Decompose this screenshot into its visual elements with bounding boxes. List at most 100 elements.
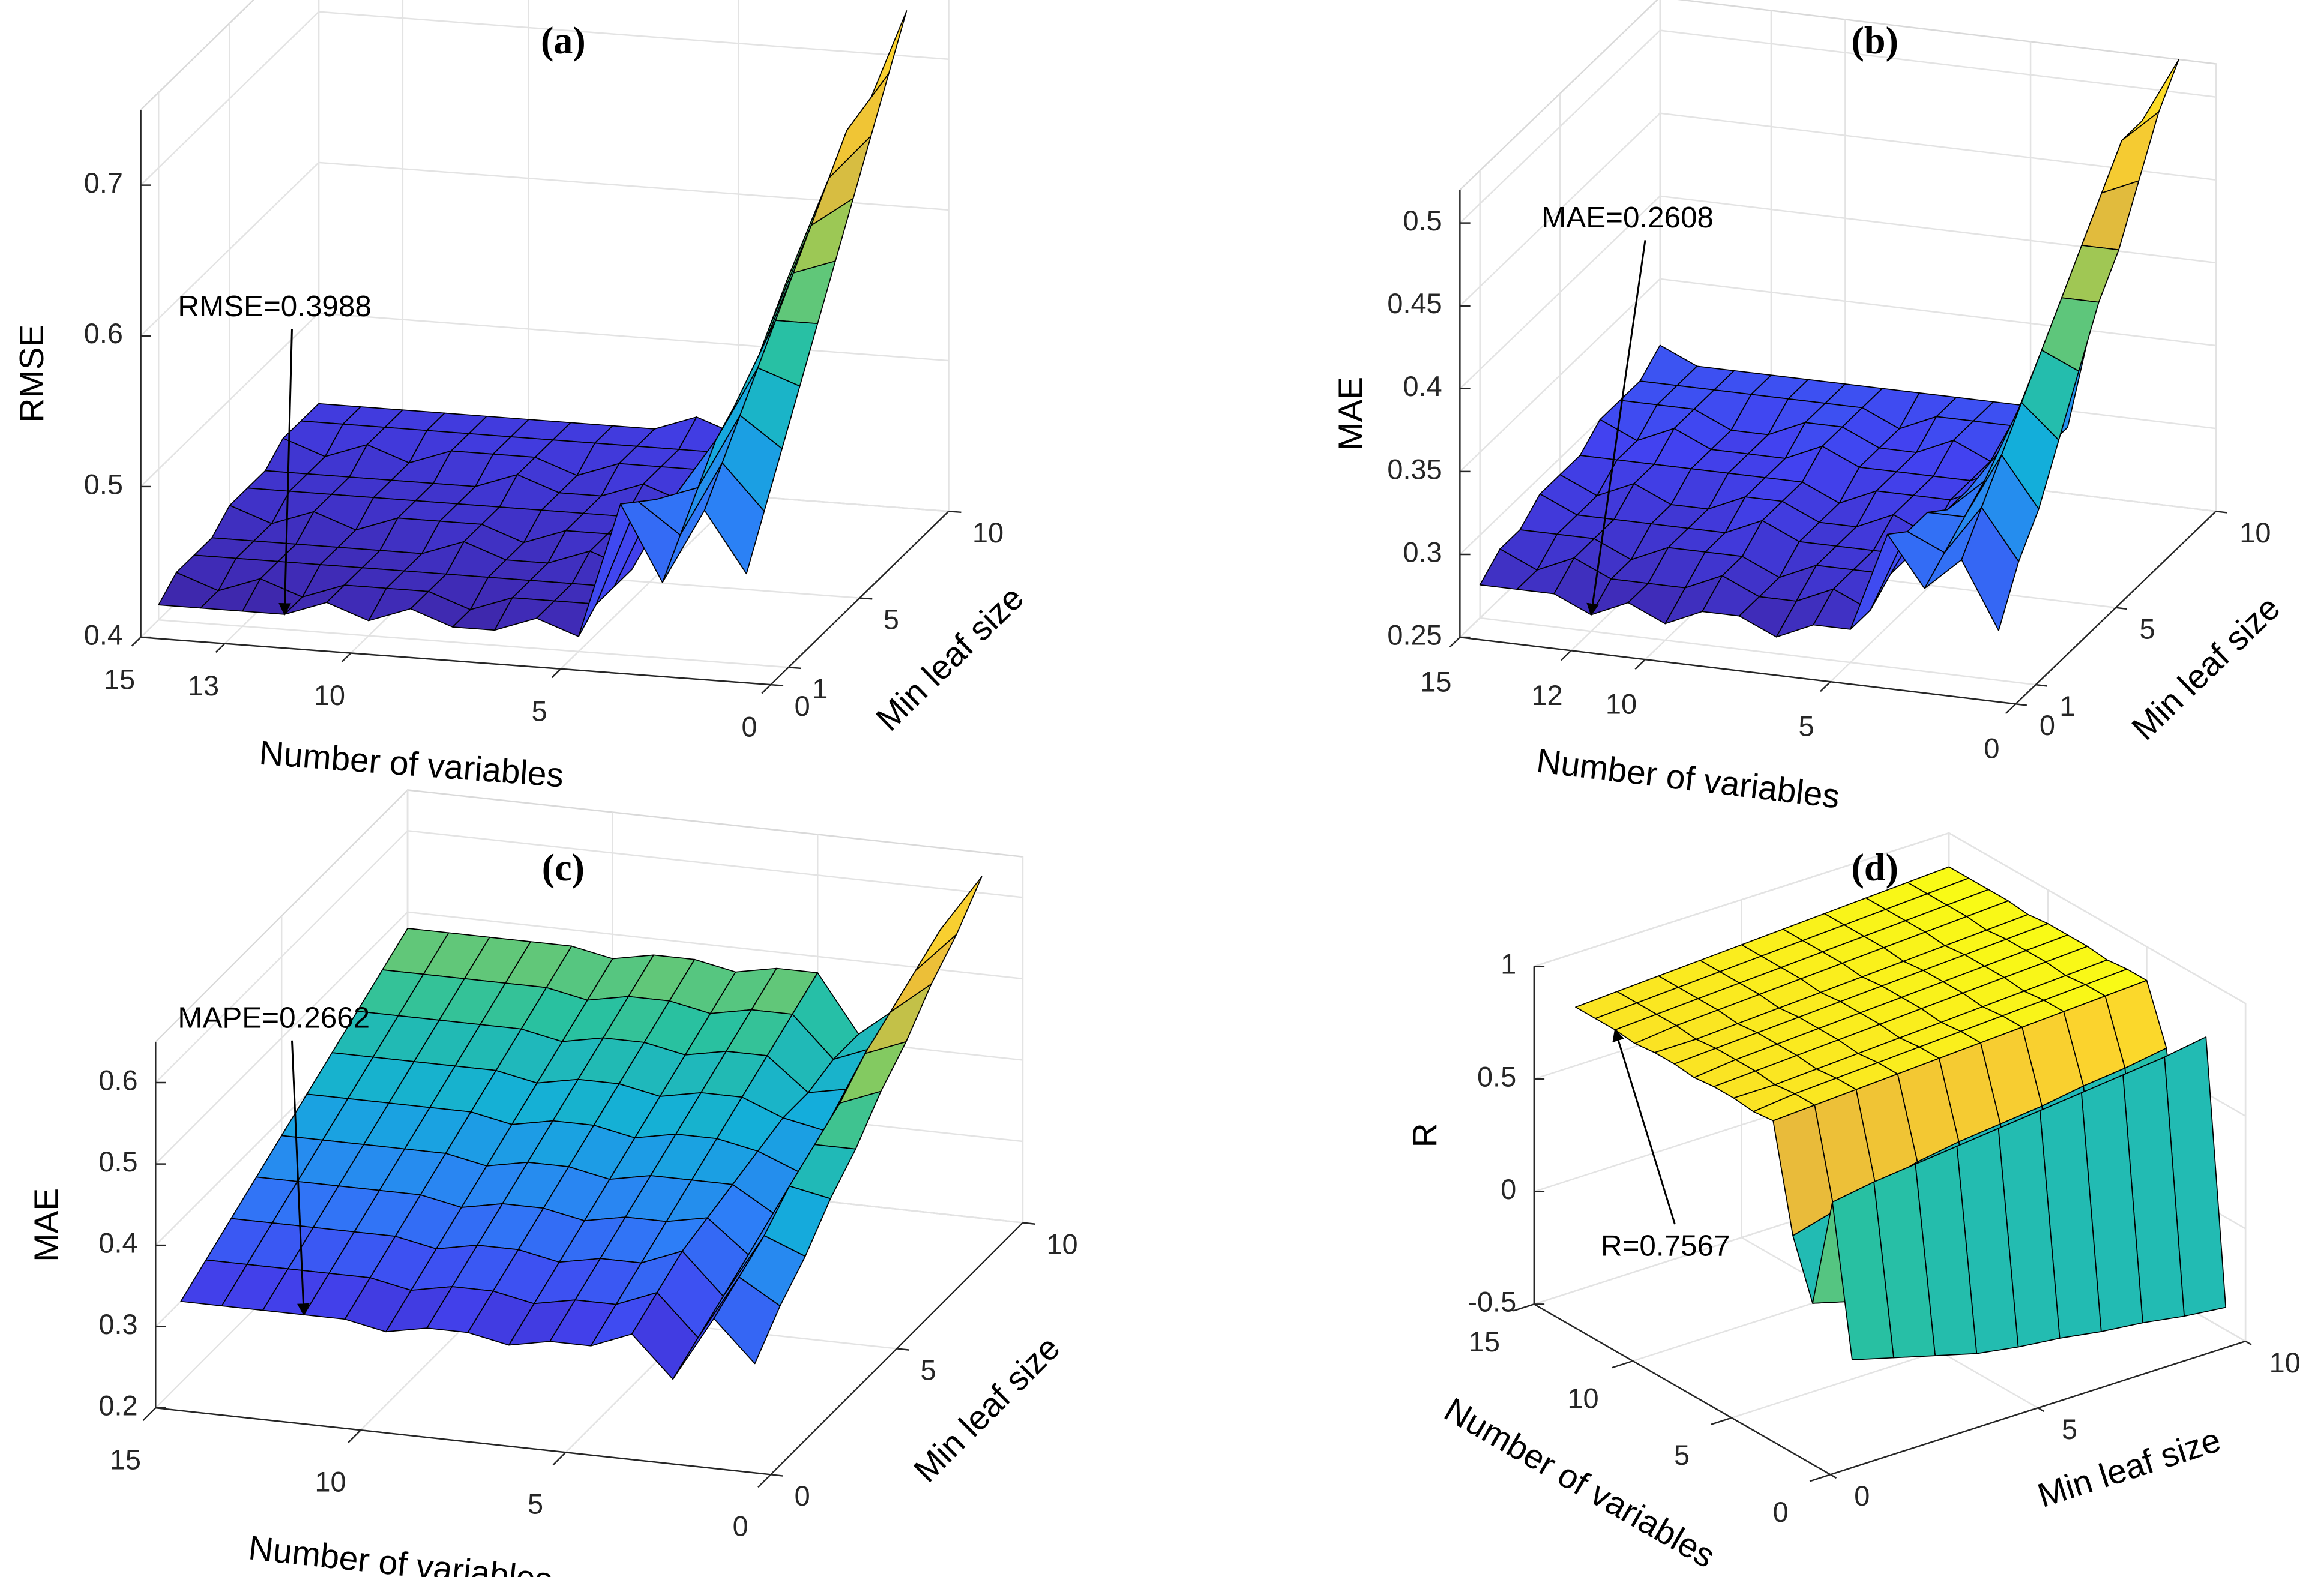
grid-line xyxy=(155,911,1023,1165)
z-tick-label: 0.5 xyxy=(1403,205,1442,236)
x-axis xyxy=(155,1407,771,1476)
z-tick-label: 0.2 xyxy=(98,1390,137,1422)
z-tick-label: 0.5 xyxy=(98,1146,137,1177)
y-tick-label: 1 xyxy=(2059,691,2075,722)
x-tick xyxy=(2005,703,2017,715)
y-tick xyxy=(2115,607,2127,610)
y-tick-label: 5 xyxy=(884,604,899,635)
x-tick xyxy=(1820,681,1831,692)
y-tick xyxy=(2215,510,2227,514)
grid-line xyxy=(1459,278,2216,472)
z-tick-label: 0.45 xyxy=(1387,288,1442,319)
y-tick-label: 10 xyxy=(972,517,1004,548)
x-tick-label: 10 xyxy=(315,1467,346,1498)
z-tick-label: 0.6 xyxy=(84,318,123,349)
y-tick xyxy=(2015,703,2027,706)
x-tick-label: 10 xyxy=(1567,1383,1598,1414)
x-tick-label: 15 xyxy=(1420,667,1451,698)
annotation-arrow xyxy=(278,329,293,616)
z-tick-label: 0.25 xyxy=(1387,620,1442,651)
grid-line xyxy=(1459,112,2216,307)
surface-patch xyxy=(703,462,765,575)
z-tick-label: 0 xyxy=(1501,1174,1516,1205)
x-axis xyxy=(1460,636,2016,705)
z-axis-label: RMSE xyxy=(13,325,51,423)
z-tick-label: 0.4 xyxy=(98,1228,137,1259)
z-tick-label: 1 xyxy=(1501,949,1516,980)
x-tick-label: 5 xyxy=(532,695,547,727)
annotation: R=0.7567 xyxy=(1601,1230,1730,1263)
x-tick xyxy=(142,1407,157,1422)
x-tick-label: 0 xyxy=(733,1511,748,1542)
surface-patch xyxy=(1832,1181,1894,1360)
y-tick-label: 0 xyxy=(795,1480,810,1512)
y-tick-label: 10 xyxy=(2269,1347,2301,1378)
y-tick xyxy=(859,597,873,600)
annotation: MAE=0.2608 xyxy=(1541,201,1714,234)
x-tick-label: 12 xyxy=(1531,680,1562,711)
y-tick-label: 5 xyxy=(2140,614,2155,645)
y-tick-label: 1 xyxy=(812,673,828,704)
x-tick xyxy=(1634,659,1646,670)
z-axis-label: R xyxy=(1406,1123,1444,1147)
z-tick-label: 0.5 xyxy=(1477,1061,1516,1092)
x-tick xyxy=(1711,1417,1732,1425)
y-tick xyxy=(770,1474,783,1477)
z-tick-label: 0.3 xyxy=(1403,536,1442,568)
annotation: MAPE=0.2662 xyxy=(178,1001,370,1034)
x-tick-label: 0 xyxy=(1984,733,1999,764)
annotation: RMSE=0.3988 xyxy=(178,290,372,323)
y-tick xyxy=(1830,1474,1837,1479)
grid-line xyxy=(140,312,949,487)
z-axis-label: MAE xyxy=(28,1188,65,1262)
y-tick xyxy=(948,510,962,514)
x-tick xyxy=(761,684,771,694)
y-tick-label: 0 xyxy=(2040,710,2055,741)
z-tick-label: 0.5 xyxy=(84,469,123,500)
x-tick-label: 5 xyxy=(1674,1440,1690,1471)
panel-label: (c) xyxy=(542,846,585,889)
panel-label: (b) xyxy=(1852,19,1898,62)
grid-line xyxy=(155,829,1023,1083)
y-tick-label: 10 xyxy=(2239,517,2271,548)
x-tick-label: 0 xyxy=(1773,1497,1789,1528)
x-tick-label: 15 xyxy=(110,1444,141,1475)
annotation-arrow xyxy=(1586,240,1646,616)
x-tick-label: 15 xyxy=(104,664,135,695)
x-tick xyxy=(131,637,142,647)
panel-label: (d) xyxy=(1852,846,1898,889)
grid-line xyxy=(1534,832,2246,1005)
grid-line xyxy=(140,161,949,337)
x-tick-label: 5 xyxy=(528,1489,543,1520)
y-tick-label: 5 xyxy=(920,1354,936,1386)
y-tick xyxy=(2245,1341,2252,1345)
x-tick xyxy=(215,643,226,653)
x-tick xyxy=(348,1429,361,1444)
z-tick-label: 0.3 xyxy=(98,1309,137,1340)
x-tick xyxy=(1809,1474,1831,1482)
x-tick-label: 0 xyxy=(741,712,757,743)
x-tick xyxy=(552,1452,567,1466)
z-tick-label: 0.6 xyxy=(98,1065,137,1096)
x-tick xyxy=(1561,650,1572,661)
z-axis-label: MAE xyxy=(1332,377,1370,451)
x-tick-label: 10 xyxy=(1606,689,1637,720)
x-tick-label: 13 xyxy=(188,670,219,701)
annotation-arrow xyxy=(290,1040,310,1316)
y-tick-label: 5 xyxy=(2062,1414,2077,1445)
y-tick-label: 0 xyxy=(1854,1480,1870,1512)
panel-label: (a) xyxy=(541,19,586,62)
grid-line xyxy=(1459,195,2216,389)
y-tick-label: 10 xyxy=(1046,1228,1077,1260)
x-tick xyxy=(341,652,352,662)
x-tick xyxy=(1513,1303,1535,1312)
y-tick-label: 0 xyxy=(795,691,810,722)
z-tick-label: 0.4 xyxy=(84,620,123,651)
z-tick-label: 0.35 xyxy=(1387,454,1442,485)
z-tick-label: -0.5 xyxy=(1468,1287,1516,1318)
z-tick-label: 0.4 xyxy=(1403,371,1442,402)
grid-line xyxy=(140,11,949,186)
x-axis xyxy=(140,636,771,686)
x-tick-label: 15 xyxy=(1469,1326,1500,1357)
